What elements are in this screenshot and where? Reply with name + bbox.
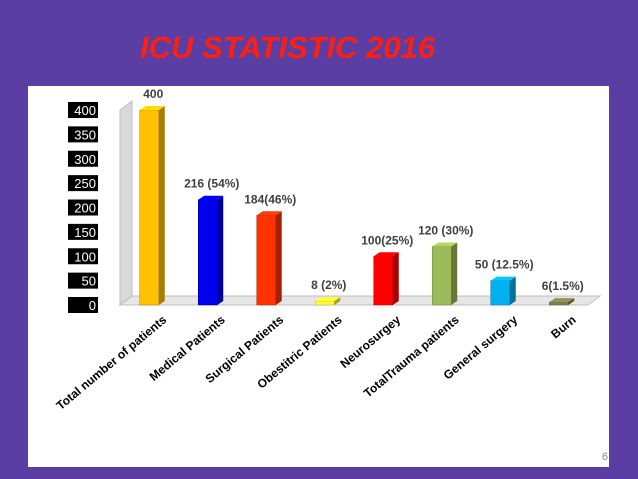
bar [432, 246, 452, 306]
bar-chart: 0 50 100 150 200 250 300 350 400 400 Total number … [54, 87, 602, 413]
page-number: 6 [601, 451, 608, 463]
data-label: 50 (12.5%) [475, 258, 534, 272]
bar-top [256, 211, 282, 216]
y-tick-box [68, 150, 98, 167]
y-tick-label: 100 [74, 249, 96, 264]
y-tick-box [68, 175, 98, 192]
data-label: 216 (54%) [184, 177, 239, 191]
bar-top [490, 276, 516, 281]
bar [139, 109, 159, 306]
bar [549, 301, 569, 306]
y-tick-box [68, 248, 98, 265]
data-label: 6(1.5%) [542, 279, 584, 293]
bar-side [334, 297, 341, 305]
bar [256, 215, 276, 306]
category-label: Total number of patients [54, 312, 170, 412]
bar [490, 280, 510, 306]
y-tick-box [68, 272, 98, 289]
y-tick-box [68, 223, 98, 240]
y-tick-box [68, 102, 98, 118]
bar-side [509, 276, 516, 305]
y-tick-label: 300 [74, 152, 96, 167]
category-label: Burn [548, 313, 578, 342]
y-tick-box [68, 297, 98, 313]
y-tick-box [68, 199, 98, 216]
category-label: TotalTrauma patients [361, 312, 462, 400]
y-tick-label: 150 [74, 225, 96, 240]
y-tick-label: 350 [74, 127, 96, 142]
bar-side [275, 211, 282, 305]
bar-side [392, 252, 399, 305]
bar [373, 256, 393, 306]
y-tick-label: 50 [82, 274, 96, 289]
y-tick-label: 250 [74, 176, 96, 191]
bar [198, 199, 218, 306]
data-label: 8 (2%) [311, 278, 346, 292]
bar-top [432, 242, 458, 247]
y-tick-label: 400 [74, 103, 96, 118]
chart-panel: 0 50 100 150 200 250 300 350 400 400 Total number … [28, 86, 609, 467]
bar [315, 300, 335, 306]
bar-side [568, 298, 575, 305]
bar-top [315, 297, 341, 302]
y-tick-label: 200 [74, 201, 96, 216]
data-label: 120 (30%) [418, 224, 473, 238]
bar-side [158, 106, 165, 305]
bar-top [139, 106, 165, 110]
chart-floor [118, 295, 602, 306]
bar-top [373, 252, 399, 257]
data-label: 400 [143, 87, 163, 101]
data-label: 184(46%) [244, 192, 296, 206]
bar-side [451, 242, 458, 305]
bar-top [198, 195, 224, 200]
slide-title: ICU STATISTIC 2016 [140, 30, 436, 65]
chart-side-wall [119, 100, 133, 306]
y-tick-box [68, 126, 98, 143]
y-tick-label: 0 [89, 298, 96, 313]
bar-top [549, 298, 575, 303]
data-label: 100(25%) [361, 233, 413, 247]
bar-side [217, 195, 224, 305]
